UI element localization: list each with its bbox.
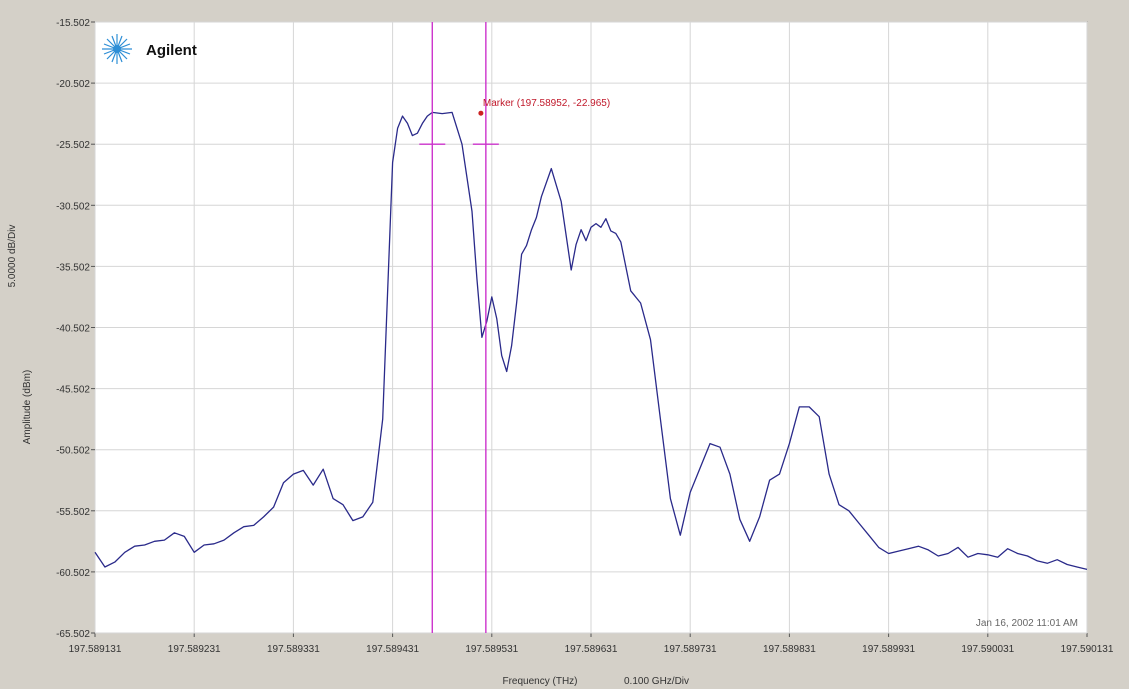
timestamp: Jan 16, 2002 11:01 AM <box>976 618 1078 629</box>
y-tick-label: -45.502 <box>56 385 90 396</box>
y-tick-labels: -15.502 -20.502 -25.502 -30.502 -35.502 -40.5… <box>56 18 90 640</box>
y-tick-label: -50.502 <box>56 446 90 457</box>
marker-point[interactable] <box>478 110 484 116</box>
x-tick-labels: 197.589131 197.589231 197.589331 197.589431… <box>69 644 1114 655</box>
x-tick-label: 197.589131 <box>69 644 122 655</box>
y-tick-label: -30.502 <box>56 201 90 212</box>
y-tick-label: -15.502 <box>56 18 90 29</box>
spectrum-trace <box>94 111 1088 571</box>
grid <box>91 21 1088 637</box>
x-tick-label: 197.589931 <box>862 644 915 655</box>
x-tick-label: 197.589831 <box>763 644 816 655</box>
x-tick-label: 197.589431 <box>366 644 419 655</box>
trace-layer <box>94 111 1088 571</box>
x-axis-scale: 0.100 GHz/Div <box>624 676 689 687</box>
y-tick-label: -40.502 <box>56 324 90 335</box>
agilent-logo-text: Agilent <box>146 42 197 59</box>
cursor-layer[interactable] <box>419 22 499 633</box>
y-tick-label: -55.502 <box>56 507 90 518</box>
x-tick-label: 197.589731 <box>664 644 717 655</box>
y-tick-label: -20.502 <box>56 79 90 90</box>
agilent-spark-icon <box>102 34 132 64</box>
y-tick-label: -35.502 <box>56 262 90 273</box>
x-tick-label: 197.589231 <box>168 644 221 655</box>
x-tick-label: 197.590131 <box>1061 644 1114 655</box>
x-tick-label: 197.589331 <box>267 644 320 655</box>
x-tick-label: 197.590031 <box>961 644 1014 655</box>
y-axis-title: Amplitude (dBm) <box>22 370 33 444</box>
y-tick-label: -25.502 <box>56 140 90 151</box>
agilent-logo: Agilent <box>102 34 197 64</box>
x-tick-label: 197.589531 <box>465 644 518 655</box>
y-axis-scale: 5.0000 dB/Div <box>7 225 18 288</box>
x-tick-label: 197.589631 <box>565 644 618 655</box>
marker-label: Marker (197.58952, -22.965) <box>483 98 610 109</box>
x-axis-title: Frequency (THz) <box>502 676 577 687</box>
y-tick-label: -65.502 <box>56 629 90 640</box>
y-tick-label: -60.502 <box>56 568 90 579</box>
